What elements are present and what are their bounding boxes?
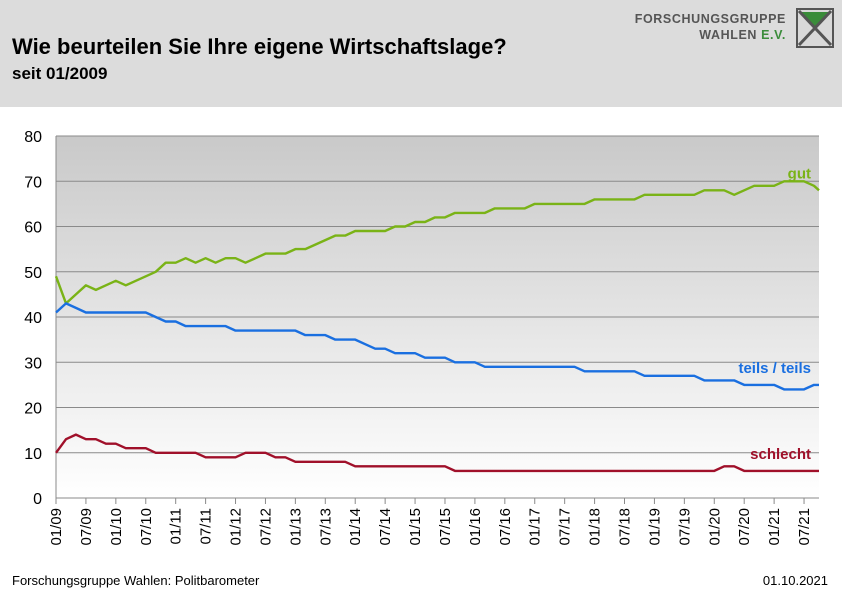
x-tick-label: 01/09 <box>48 508 65 546</box>
chart-title: Wie beurteilen Sie Ihre eigene Wirtschaf… <box>12 34 507 59</box>
y-tick-label: 10 <box>24 446 42 463</box>
logo-mark-icon <box>796 8 834 48</box>
y-tick-label: 20 <box>24 401 42 418</box>
source-note: Forschungsgruppe Wahlen: Politbarometer <box>12 573 260 588</box>
x-tick-label: 07/20 <box>736 508 753 546</box>
logo-line1: FORSCHUNGSGRUPPE <box>634 12 786 26</box>
header-band: Wie beurteilen Sie Ihre eigene Wirtschaf… <box>0 0 842 107</box>
series-label-0: gut <box>788 165 811 182</box>
x-tick-label: 01/20 <box>706 508 723 546</box>
x-tick-label: 07/19 <box>676 508 693 546</box>
x-tick-label: 07/14 <box>377 508 394 546</box>
x-tick-label: 01/10 <box>108 508 125 546</box>
gridlines <box>55 135 819 499</box>
x-tick-label: 07/10 <box>138 508 155 546</box>
series-label-1: teils / teils <box>738 360 811 377</box>
y-tick-label: 30 <box>24 355 42 372</box>
x-tick-label: 07/15 <box>437 508 454 546</box>
x-tick-label: 07/09 <box>78 508 95 546</box>
logo-line2-suffix: E.V. <box>761 28 786 42</box>
x-tick-label: 01/11 <box>168 508 185 544</box>
y-tick-label: 50 <box>24 265 42 282</box>
x-tick-label: 01/19 <box>646 508 663 546</box>
x-tick-label: 01/18 <box>587 508 604 546</box>
series-line-0 <box>54 180 820 305</box>
series-line-2 <box>55 433 819 473</box>
x-tick-label: 07/12 <box>257 508 274 546</box>
x-tick-label: 07/18 <box>617 508 634 546</box>
x-tick-label: 07/21 <box>796 508 813 546</box>
x-tick-label: 01/15 <box>407 508 424 546</box>
x-tick-label: 01/13 <box>287 508 304 546</box>
y-axis-ticks: 0 10 20 30 40 50 60 70 80 <box>24 129 42 508</box>
x-tick-label: 07/16 <box>497 508 514 546</box>
series-line-1 <box>55 302 819 391</box>
y-tick-label: 0 <box>33 491 42 508</box>
series-label-2: schlecht <box>750 446 811 463</box>
x-tick-label: 01/17 <box>527 508 544 546</box>
logo-text: FORSCHUNGSGRUPPE WAHLEN E.V. <box>635 11 786 43</box>
logo-line2: WAHLEN E.V. <box>635 27 786 43</box>
x-tick-label: 01/14 <box>347 508 364 546</box>
x-tick-label: 01/16 <box>467 508 484 546</box>
x-axis-ticks: 01/09 07/09 01/10 07/10 01/11 07/11 01/12 07/12… <box>48 498 813 546</box>
x-tick-label: 01/12 <box>228 508 245 546</box>
x-tick-label: 01/21 <box>766 508 783 546</box>
y-tick-label: 60 <box>24 220 42 237</box>
series-labels: gut teils / teils schlecht <box>738 165 811 463</box>
date-note: 01.10.2021 <box>762 573 828 588</box>
chart-subtitle: seit 01/2009 <box>12 64 108 83</box>
y-tick-label: 40 <box>24 310 42 327</box>
logo-line2-name: WAHLEN <box>699 28 758 42</box>
y-tick-label: 70 <box>24 174 42 191</box>
series-lines <box>54 180 820 473</box>
y-tick-label: 80 <box>24 129 42 146</box>
x-tick-label: 07/11 <box>198 508 215 544</box>
x-tick-label: 07/17 <box>557 508 574 546</box>
x-tick-label: 07/13 <box>317 508 334 546</box>
